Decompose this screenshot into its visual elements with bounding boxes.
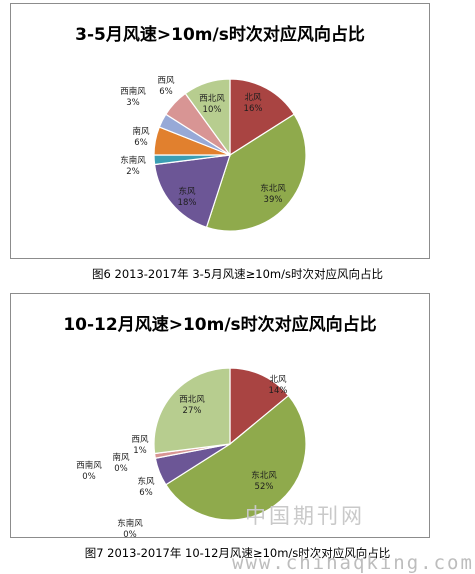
slice-category-label: 西南风 <box>76 460 102 471</box>
watermark-text: 中国期刊网 <box>245 504 365 528</box>
slice-category-label: 东北风 <box>260 183 286 194</box>
slice-percent-label: 6% <box>134 138 148 148</box>
slice-category-label: 北风 <box>244 93 262 103</box>
figure-caption: 图7 2013-2017年 10-12月风速≥10m/s时次对应风向占比 <box>84 546 391 560</box>
slice-category-label: 东风 <box>137 476 155 487</box>
pie-slice-东北风 <box>165 394 307 521</box>
slice-category-label: 东南风 <box>120 155 146 166</box>
slice-percent-label: 3% <box>126 98 140 108</box>
slice-percent-label: 16% <box>244 104 263 114</box>
slice-category-label: 西北风 <box>179 395 205 405</box>
slice-category-label: 北风 <box>269 375 287 385</box>
slice-category-label: 东北风 <box>251 470 277 481</box>
pie-slice-西北风 <box>184 78 231 157</box>
slice-category-label: 西北风 <box>199 94 225 104</box>
slice-category-label: 东风 <box>178 186 196 197</box>
slice-category-label: 南风 <box>112 452 130 463</box>
slice-percent-label: 10% <box>203 105 222 115</box>
slice-percent-label: 6% <box>159 87 173 97</box>
slice-percent-label: 52% <box>255 482 274 492</box>
slice-percent-label: 18% <box>178 198 197 208</box>
slice-category-label: 东南风 <box>117 518 143 529</box>
watermark-url: www.chinaqking.com <box>232 552 474 574</box>
pie-slice-北风 <box>229 367 290 446</box>
chart-title: 10-12月风速>10m/s时次对应风向占比 <box>63 315 377 335</box>
chart-fig6: 3-5月风速>10m/s时次对应风向占比 北风 16% 东北风 39% 东风 18% 东南风… <box>10 3 430 259</box>
pie-slice-东北风 <box>205 113 307 232</box>
slice-category-label: 西风 <box>131 435 149 445</box>
pie-slice-东风 <box>153 154 231 229</box>
pie-slice-西北风 <box>153 367 231 455</box>
chart-fig7: 10-12月风速>10m/s时次对应风向占比 北风 14% 东北风 52% 东风 6% 东南… <box>10 293 430 539</box>
slice-percent-label: 1% <box>133 446 147 456</box>
slice-category-label: 西风 <box>157 76 175 86</box>
slice-percent-label: 27% <box>183 406 202 416</box>
slice-percent-label: 2% <box>126 167 140 177</box>
pie-slice-北风 <box>229 78 295 157</box>
slice-percent-label: 0% <box>82 472 96 482</box>
slice-category-label: 西南风 <box>120 86 146 97</box>
slice-percent-label: 14% <box>269 386 288 396</box>
slice-percent-label: 0% <box>123 530 137 539</box>
slice-percent-label: 0% <box>114 464 128 474</box>
chart-title: 3-5月风速>10m/s时次对应风向占比 <box>75 25 365 45</box>
slice-percent-label: 6% <box>139 488 153 498</box>
slice-percent-label: 39% <box>264 195 283 205</box>
figure-caption: 图6 2013-2017年 3-5月风速≥10m/s时次对应风向占比 <box>92 267 383 281</box>
slice-category-label: 南风 <box>132 126 150 137</box>
